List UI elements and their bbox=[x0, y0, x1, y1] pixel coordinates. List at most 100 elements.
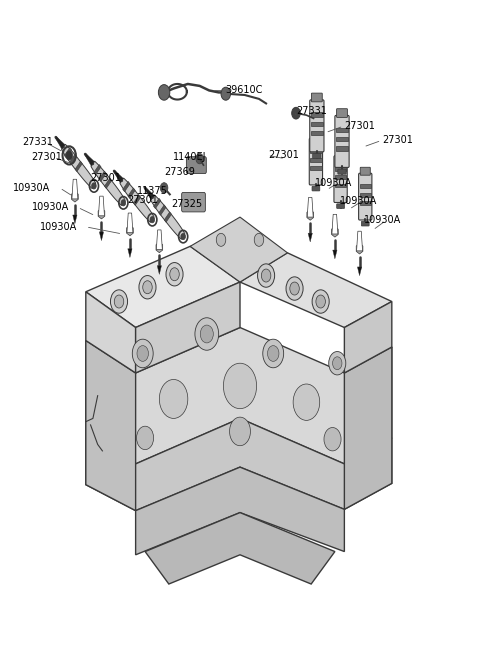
Polygon shape bbox=[55, 136, 65, 149]
FancyBboxPatch shape bbox=[310, 158, 322, 162]
FancyBboxPatch shape bbox=[335, 183, 346, 187]
Text: 11375: 11375 bbox=[137, 186, 168, 196]
FancyBboxPatch shape bbox=[336, 137, 348, 141]
Polygon shape bbox=[240, 253, 392, 328]
Polygon shape bbox=[136, 467, 344, 555]
Circle shape bbox=[312, 290, 329, 313]
Circle shape bbox=[293, 384, 320, 421]
Circle shape bbox=[137, 426, 154, 449]
Circle shape bbox=[263, 339, 284, 367]
Polygon shape bbox=[99, 232, 104, 240]
Polygon shape bbox=[344, 301, 392, 373]
FancyBboxPatch shape bbox=[181, 193, 205, 212]
Text: 10930A: 10930A bbox=[340, 196, 377, 206]
Circle shape bbox=[137, 346, 148, 362]
Circle shape bbox=[160, 183, 168, 193]
FancyBboxPatch shape bbox=[311, 132, 321, 140]
Text: 10930A: 10930A bbox=[364, 215, 402, 225]
Polygon shape bbox=[72, 179, 78, 199]
Polygon shape bbox=[164, 212, 171, 222]
Circle shape bbox=[139, 276, 156, 299]
Polygon shape bbox=[70, 155, 77, 164]
Polygon shape bbox=[72, 191, 78, 202]
Polygon shape bbox=[73, 215, 77, 224]
Circle shape bbox=[166, 263, 183, 286]
Circle shape bbox=[290, 282, 300, 295]
FancyBboxPatch shape bbox=[311, 131, 323, 135]
Circle shape bbox=[267, 346, 279, 362]
FancyBboxPatch shape bbox=[312, 186, 320, 191]
Polygon shape bbox=[127, 213, 133, 233]
Circle shape bbox=[221, 87, 230, 100]
Polygon shape bbox=[86, 328, 392, 464]
Polygon shape bbox=[307, 197, 313, 217]
Polygon shape bbox=[128, 188, 135, 198]
Polygon shape bbox=[98, 196, 105, 215]
Polygon shape bbox=[144, 187, 154, 200]
Text: 27301: 27301 bbox=[31, 153, 62, 162]
Polygon shape bbox=[358, 267, 362, 276]
Text: 27325: 27325 bbox=[172, 199, 203, 209]
Polygon shape bbox=[98, 208, 105, 219]
Text: 27369: 27369 bbox=[164, 166, 195, 177]
Circle shape bbox=[223, 364, 257, 409]
FancyBboxPatch shape bbox=[335, 167, 346, 171]
Circle shape bbox=[132, 339, 153, 367]
Polygon shape bbox=[64, 147, 72, 158]
Circle shape bbox=[196, 153, 204, 164]
Circle shape bbox=[324, 428, 341, 451]
Circle shape bbox=[229, 417, 251, 445]
FancyBboxPatch shape bbox=[312, 153, 321, 159]
Circle shape bbox=[121, 200, 126, 206]
Text: 27301: 27301 bbox=[127, 195, 158, 204]
FancyBboxPatch shape bbox=[336, 204, 345, 208]
Polygon shape bbox=[94, 164, 101, 175]
FancyBboxPatch shape bbox=[359, 174, 372, 220]
Polygon shape bbox=[151, 195, 185, 239]
Circle shape bbox=[66, 151, 72, 160]
Polygon shape bbox=[332, 214, 338, 234]
Circle shape bbox=[286, 277, 303, 300]
Polygon shape bbox=[127, 225, 133, 236]
FancyBboxPatch shape bbox=[336, 150, 346, 158]
Text: 10930A: 10930A bbox=[32, 202, 70, 212]
FancyBboxPatch shape bbox=[312, 93, 322, 102]
Polygon shape bbox=[91, 161, 125, 206]
Polygon shape bbox=[133, 195, 141, 206]
Circle shape bbox=[110, 290, 128, 313]
FancyBboxPatch shape bbox=[336, 146, 348, 151]
Polygon shape bbox=[157, 266, 161, 274]
Polygon shape bbox=[86, 291, 136, 373]
Polygon shape bbox=[307, 210, 313, 220]
Text: 10930A: 10930A bbox=[40, 222, 77, 232]
Polygon shape bbox=[75, 161, 83, 172]
Polygon shape bbox=[357, 231, 362, 251]
FancyBboxPatch shape bbox=[338, 169, 346, 174]
FancyBboxPatch shape bbox=[186, 157, 206, 174]
Polygon shape bbox=[123, 181, 130, 192]
Polygon shape bbox=[114, 170, 123, 183]
FancyBboxPatch shape bbox=[361, 221, 369, 226]
FancyBboxPatch shape bbox=[335, 115, 349, 168]
Text: 27301: 27301 bbox=[344, 121, 375, 131]
FancyBboxPatch shape bbox=[360, 201, 371, 205]
Polygon shape bbox=[333, 250, 337, 259]
Circle shape bbox=[158, 84, 170, 100]
FancyBboxPatch shape bbox=[360, 185, 371, 189]
FancyBboxPatch shape bbox=[335, 176, 346, 179]
Polygon shape bbox=[154, 198, 161, 208]
Text: 27301: 27301 bbox=[383, 136, 413, 145]
FancyBboxPatch shape bbox=[311, 122, 323, 126]
Polygon shape bbox=[85, 153, 95, 166]
Polygon shape bbox=[156, 242, 163, 253]
Circle shape bbox=[316, 295, 325, 308]
Circle shape bbox=[329, 352, 346, 375]
Circle shape bbox=[195, 318, 219, 350]
Circle shape bbox=[143, 281, 152, 293]
Circle shape bbox=[92, 183, 96, 189]
Polygon shape bbox=[99, 171, 106, 181]
Polygon shape bbox=[344, 347, 392, 510]
Polygon shape bbox=[156, 230, 162, 250]
Polygon shape bbox=[136, 282, 240, 373]
Polygon shape bbox=[159, 205, 166, 215]
